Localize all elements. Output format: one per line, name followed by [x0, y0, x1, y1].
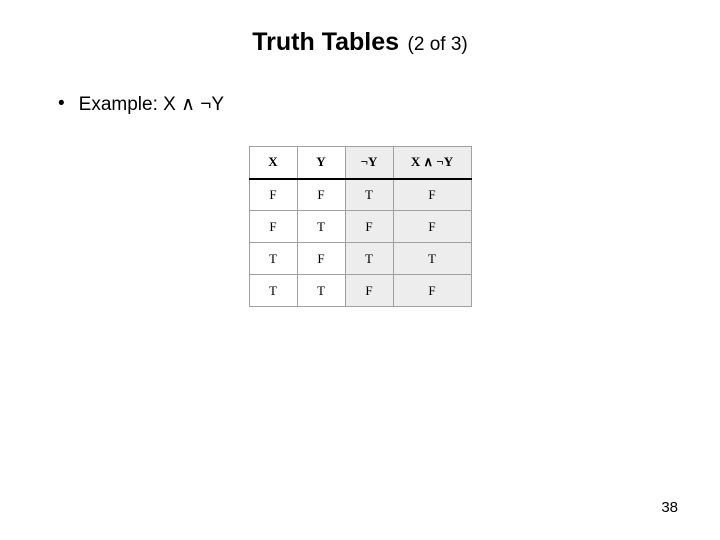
table-area: X Y ¬Y X ∧ ¬Y F F T F F T F F T F T: [0, 146, 720, 307]
table-row: F T F F: [249, 211, 471, 243]
cell: F: [393, 275, 471, 307]
cell: F: [393, 179, 471, 211]
col-header-y: Y: [297, 147, 345, 179]
col-header-result: X ∧ ¬Y: [393, 147, 471, 179]
cell: F: [345, 275, 393, 307]
example-bullet: • Example: X ∧ ¬Y: [58, 93, 720, 116]
cell: T: [345, 243, 393, 275]
table-body: F F T F F T F F T F T T T T F F: [249, 179, 471, 307]
cell: T: [249, 275, 297, 307]
col-header-x: X: [249, 147, 297, 179]
bullet-text: Example: X ∧ ¬Y: [79, 93, 224, 116]
slide-title-main: Truth Tables: [252, 28, 399, 56]
page-number: 38: [661, 499, 678, 516]
cell: T: [345, 179, 393, 211]
truth-table: X Y ¬Y X ∧ ¬Y F F T F F T F F T F T: [249, 146, 472, 307]
col-header-noty: ¬Y: [345, 147, 393, 179]
cell: F: [249, 211, 297, 243]
cell: F: [297, 243, 345, 275]
table-row: T F T T: [249, 243, 471, 275]
cell: F: [393, 211, 471, 243]
cell: F: [249, 179, 297, 211]
table-row: T T F F: [249, 275, 471, 307]
bullet-area: • Example: X ∧ ¬Y: [0, 57, 720, 116]
cell: F: [297, 179, 345, 211]
slide-title-sub: (2 of 3): [408, 34, 468, 55]
bullet-dot: •: [58, 93, 65, 115]
cell: T: [297, 275, 345, 307]
cell: T: [249, 243, 297, 275]
title-area: Truth Tables (2 of 3): [0, 0, 720, 57]
cell: T: [393, 243, 471, 275]
table-header-row: X Y ¬Y X ∧ ¬Y: [249, 147, 471, 179]
cell: F: [345, 211, 393, 243]
cell: T: [297, 211, 345, 243]
table-row: F F T F: [249, 179, 471, 211]
